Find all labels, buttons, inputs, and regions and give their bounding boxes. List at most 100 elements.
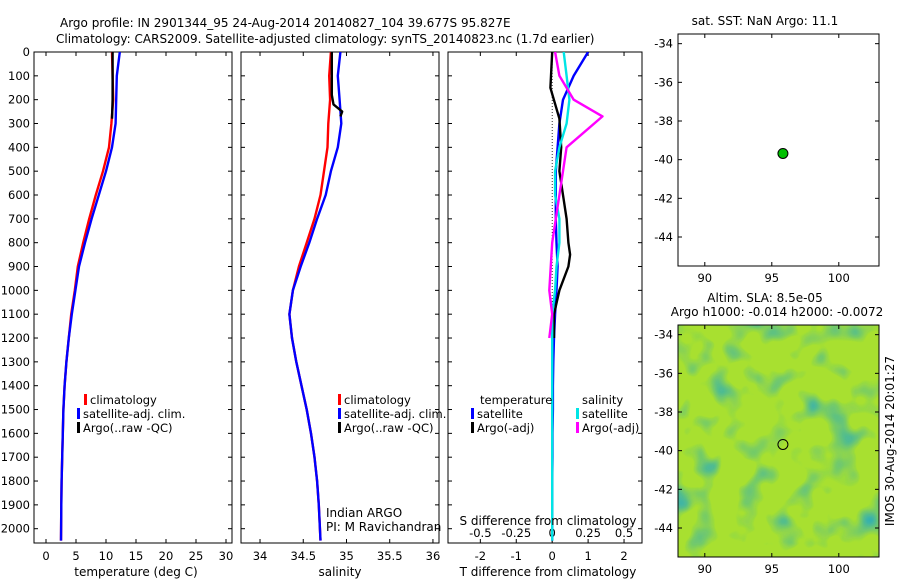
- xtick-label: 36: [426, 549, 441, 563]
- difference-panel: -2 -1 0 1 2-0.5 -0.25 0 0.25 0.5 S difference fr…: [447, 51, 643, 579]
- series-line-T-2: [110, 52, 114, 119]
- xtick-label: 1: [584, 549, 591, 563]
- ytick-label: 800: [8, 236, 30, 250]
- map-xtick-label: 100: [828, 271, 850, 285]
- sla-map-title-1: Altim. SLA: 8.5e-05: [707, 291, 822, 305]
- xtick-label: 30: [219, 549, 234, 563]
- ytick-label: 1200: [1, 331, 30, 345]
- legend-climatology: climatology: [344, 393, 411, 407]
- salinity-xlabel: salinity: [318, 565, 361, 579]
- xtick-label: 34.5: [290, 549, 316, 563]
- ytick-label: 1100: [1, 307, 30, 321]
- map-xtick-label: 95: [764, 562, 779, 576]
- ytick-label: 1300: [1, 355, 30, 369]
- xtick-label: 15: [129, 549, 144, 563]
- legend-argo-raw: Argo(..raw -QC): [83, 421, 173, 435]
- xtick-label: -1: [511, 549, 522, 563]
- sla-map-axes: [677, 324, 880, 558]
- map-ytick-label: -42: [654, 191, 673, 205]
- sst-map-title: sat. SST: NaN Argo: 11.1: [692, 14, 839, 28]
- map-xtick-label: 90: [697, 562, 712, 576]
- legend-satellite-adj: satellite-adj. clim.: [83, 407, 185, 421]
- ytick-label: 700: [8, 212, 30, 226]
- annotation-indian-argo: Indian ARGO: [326, 506, 402, 520]
- map-ytick-label: -40: [654, 153, 673, 167]
- sla-map-title-2: Argo h1000: -0.014 h2000: -0.0072: [671, 305, 884, 319]
- ytick-label: 0: [23, 45, 30, 59]
- series-line-D-2: [551, 52, 571, 541]
- salinity-panel: 34 34.5 35 35.5 36 salinity climatology sate…: [240, 51, 446, 579]
- ytick-label: 1500: [1, 403, 30, 417]
- series-line-T-1: [59, 52, 121, 541]
- ytick-label: 400: [8, 140, 30, 154]
- header-line-2: Climatology: CARS2009. Satellite-adjuste…: [56, 32, 594, 46]
- ytick-label: 1000: [1, 283, 30, 297]
- ytick-label: 200: [8, 93, 30, 107]
- map-ytick-label: -36: [654, 366, 673, 380]
- difference-axes: [447, 51, 643, 544]
- header-line-1: Argo profile: IN 2901344_95 24-Aug-2014 …: [60, 16, 511, 30]
- sst-map-panel: sat. SST: NaN Argo: 11.1 90 95 100 -34 -36 -3…: [654, 14, 880, 285]
- legend-header-temperature: temperature: [480, 393, 552, 407]
- sla-heatmap-anomalies: [678, 325, 879, 557]
- series-line-S-1: [288, 52, 343, 541]
- series-line-D-3: [548, 52, 604, 339]
- temperature-panel: 0100200300400500600700800900100011001200…: [1, 45, 234, 579]
- ytick-label: 1900: [1, 498, 30, 512]
- ytick-label: 100: [8, 69, 30, 83]
- ytick-label: 300: [8, 117, 30, 131]
- difference-legend: temperature salinity satellite Argo(-adj…: [471, 393, 639, 435]
- ytick-label: 1600: [1, 426, 30, 440]
- xtick-label: 34: [253, 549, 268, 563]
- xtick-label: 5: [72, 549, 79, 563]
- map-ytick-label: -36: [654, 75, 673, 89]
- xtick-label: 10: [99, 549, 114, 563]
- map-ytick-label: -44: [654, 230, 673, 244]
- map-ytick-label: -38: [654, 114, 673, 128]
- xtick-label: 0: [549, 549, 556, 563]
- xtick-label: -2: [475, 549, 486, 563]
- sla-map-panel: Altim. SLA: 8.5e-05 Argo h1000: -0.014 h…: [654, 291, 897, 576]
- legend-climatology: climatology: [90, 393, 157, 407]
- map-xtick-label: 90: [697, 271, 712, 285]
- map-ytick-label: -38: [654, 405, 673, 419]
- legend-temp-argo: Argo(-adj): [477, 421, 534, 435]
- xtick-label: 25: [189, 549, 204, 563]
- ytick-label: 1800: [1, 474, 30, 488]
- difference-xlabel: T difference from climatology: [459, 565, 637, 579]
- xtick-label: 35: [339, 549, 354, 563]
- temperature-legend: climatology satellite-adj. clim. Argo(..…: [77, 393, 185, 435]
- xtick-top-label: 0.5: [615, 526, 633, 540]
- xtick-label: 2: [620, 549, 627, 563]
- imos-timestamp: IMOS 30-Aug-2014 20:01:27: [883, 356, 897, 526]
- xtick-label: 35.5: [377, 549, 403, 563]
- legend-sal-satellite: satellite: [582, 407, 628, 421]
- xtick-top-label: -0.5: [469, 526, 491, 540]
- legend-sal-argo: Argo(-adj): [582, 421, 639, 435]
- legend-temp-satellite: satellite: [477, 407, 523, 421]
- series-line-S-2: [330, 52, 344, 117]
- salinity-legend: climatology satellite-adj. clim. Argo(..…: [338, 393, 446, 435]
- xtick-top-label: 0.25: [575, 526, 601, 540]
- map-ytick-label: -44: [654, 521, 673, 535]
- map-ytick-label: -34: [654, 37, 673, 51]
- map-ytick-label: -34: [654, 328, 673, 342]
- sst-map-axes: [677, 33, 880, 267]
- legend-argo-raw: Argo(..raw -QC): [344, 421, 434, 435]
- map-xtick-label: 95: [764, 271, 779, 285]
- ytick-label: 1700: [1, 450, 30, 464]
- xtick-label: 20: [159, 549, 174, 563]
- ytick-label: 900: [8, 260, 30, 274]
- difference-top-xlabel: S difference from climatology: [460, 514, 637, 528]
- map-ytick-label: -40: [654, 444, 673, 458]
- ytick-label: 1400: [1, 379, 30, 393]
- ytick-label: 2000: [1, 522, 30, 536]
- legend-header-salinity: salinity: [582, 393, 623, 407]
- xtick-label: 0: [42, 549, 49, 563]
- float-location-marker: [777, 147, 789, 159]
- ytick-label: 500: [8, 164, 30, 178]
- ytick-label: 600: [8, 188, 30, 202]
- series-line-D-1: [549, 52, 572, 338]
- map-ytick-label: -42: [654, 482, 673, 496]
